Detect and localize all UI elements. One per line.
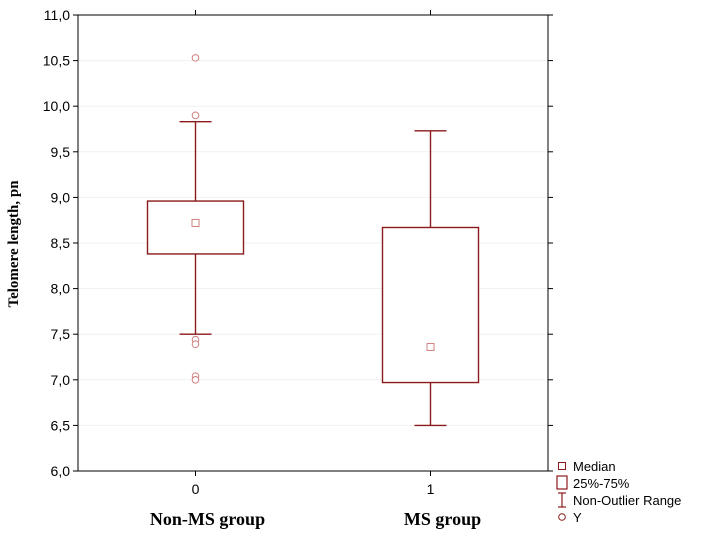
median-marker — [426, 342, 435, 351]
y-tick-label: 11,0 — [44, 7, 70, 23]
axis-layer: 6,0 6,5 7,0 7,5 8,0 8,5 9,0 9,5 10,0 10,5 11,0 0 Non… — [43, 7, 553, 529]
y-tick-label: 8,0 — [51, 281, 71, 297]
y-tick-label: 6,0 — [51, 463, 71, 479]
x-tick-label: 1 — [427, 481, 435, 497]
plot-layer — [146, 54, 480, 427]
legend-label: Non-Outlier Range — [573, 493, 681, 508]
y-axis-label: Telomere length, pn — [6, 180, 22, 308]
y-tick-label: 10,0 — [43, 98, 70, 114]
box-iqr — [146, 200, 245, 255]
box-iqr — [381, 226, 480, 384]
group-label: MS group — [404, 509, 481, 529]
legend-outlier-symbol — [558, 513, 566, 521]
legend-label: 25%-75% — [573, 476, 630, 491]
outlier-point — [191, 111, 200, 120]
outlier-point — [191, 54, 200, 62]
outlier-point — [191, 340, 200, 349]
legend-box-symbol — [556, 475, 568, 490]
legend-label: Median — [573, 459, 616, 474]
x-tick-label: 0 — [192, 481, 200, 497]
outlier-point — [191, 376, 200, 384]
median-marker — [191, 218, 200, 227]
y-tick-label: 9,5 — [51, 144, 71, 160]
y-tick-label: 7,0 — [51, 372, 71, 388]
y-tick-label: 6,5 — [51, 417, 71, 433]
y-tick-label: 10,5 — [43, 53, 70, 69]
y-tick-label: 7,5 — [51, 326, 71, 342]
group-label: Non-MS group — [150, 509, 265, 529]
y-tick-label: 8,5 — [51, 235, 71, 251]
legend-label: Y — [573, 510, 582, 525]
legend: Median 25%-75% Non-Outlier Range Y — [556, 459, 681, 525]
legend-median-symbol — [558, 462, 566, 470]
y-tick-label: 9,0 — [51, 189, 71, 205]
